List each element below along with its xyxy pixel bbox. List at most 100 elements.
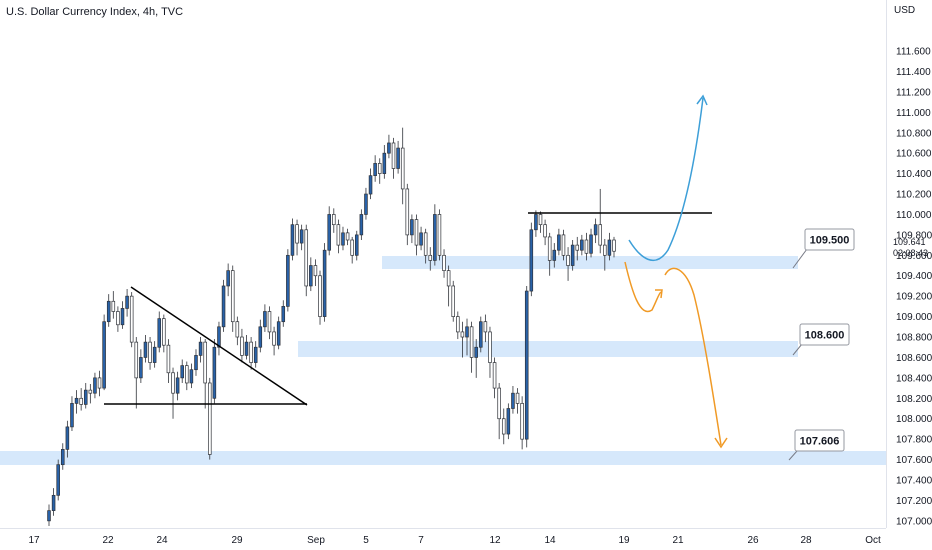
candle-bullish — [286, 254, 290, 307]
y-tick-label: 108.000 — [896, 414, 932, 425]
y-tick-label: 110.800 — [896, 128, 932, 139]
level-label-107-606: 107.606 — [788, 429, 845, 461]
candle-bearish — [492, 362, 497, 389]
candle-bearish — [456, 316, 460, 333]
candle-bullish — [479, 321, 483, 348]
candle-bearish — [543, 224, 547, 238]
level-label-109-500: 109.500 — [792, 228, 855, 269]
candle-bearish — [318, 275, 322, 317]
bearish-projection-arrow — [664, 267, 722, 446]
level-value-109-500: 109.500 — [810, 235, 850, 247]
y-tick-label: 110.200 — [896, 190, 932, 201]
x-tick-label: 12 — [489, 535, 501, 546]
candle-bullish — [276, 321, 281, 346]
y-tick-label: 107.400 — [896, 476, 932, 487]
candle-bullish — [93, 377, 97, 394]
candle-bullish — [607, 239, 612, 256]
candle-bullish — [474, 346, 478, 358]
candle-bearish — [603, 244, 607, 256]
y-tick-label: 109.400 — [896, 271, 932, 282]
candle-bearish — [405, 188, 410, 236]
candle-bullish — [529, 229, 534, 292]
zone-107-606 — [0, 451, 886, 465]
candle-bearish — [79, 397, 83, 405]
candle-bearish — [345, 232, 350, 241]
candle-bullish — [221, 285, 226, 328]
candle-bearish — [414, 219, 419, 246]
candle-bearish — [428, 254, 433, 261]
y-tick-label: 108.800 — [896, 333, 932, 344]
candle-bullish — [258, 326, 263, 348]
candle-bullish — [382, 152, 387, 174]
y-tick-label: 111.000 — [896, 108, 931, 119]
candle-bearish — [497, 387, 501, 420]
price-axis[interactable]: 107.000 107.200 107.400 107.600 107.800 108.0… — [896, 47, 932, 528]
candle-bearish — [469, 326, 474, 358]
candle-bullish — [106, 300, 111, 323]
candle-bullish — [263, 311, 267, 328]
candle-bullish — [552, 249, 557, 261]
candle-bearish — [400, 147, 405, 190]
candle-bullish — [102, 321, 106, 389]
candle-bearish — [97, 377, 102, 389]
candle-bearish — [332, 214, 336, 226]
x-tick-label: 7 — [418, 535, 424, 546]
retest-arrow-head — [655, 289, 663, 299]
candle-bullish — [281, 306, 286, 323]
candle-bullish — [534, 214, 538, 231]
candle-bearish — [171, 372, 175, 394]
candle-bearish — [313, 265, 318, 277]
y-tick-label: 110.000 — [896, 210, 932, 221]
bearish-arrow-head — [714, 437, 728, 449]
candle-bullish — [180, 365, 184, 379]
candle-bullish — [309, 265, 313, 287]
candle-bullish — [511, 392, 515, 409]
candle-bullish — [120, 308, 125, 326]
x-tick-label: Oct — [865, 535, 881, 546]
candle-bullish — [364, 193, 368, 215]
candle-bullish — [465, 326, 469, 338]
candle-bearish — [442, 254, 446, 271]
candle-bullish — [524, 290, 529, 440]
candle-bearish — [612, 239, 616, 252]
candle-bearish — [584, 239, 589, 254]
candle-bullish — [198, 341, 203, 356]
level-value-108-600: 108.600 — [805, 330, 845, 342]
y-tick-label: 111.200 — [896, 87, 931, 98]
candle-bearish — [134, 341, 139, 379]
candle-bullish — [327, 214, 331, 251]
x-tick-label: 5 — [363, 535, 369, 546]
retest-projection-arrow — [624, 261, 662, 313]
candle-bearish — [575, 244, 580, 251]
candle-bullish — [410, 219, 414, 236]
candle-bullish — [580, 239, 584, 251]
candle-bullish — [51, 494, 56, 511]
candle-bullish — [299, 229, 304, 244]
time-axis[interactable]: 17 22 24 29 Sep 5 7 12 14 19 21 26 28 Oct — [28, 535, 881, 546]
candle-bearish — [566, 254, 570, 266]
x-tick-label: 26 — [747, 535, 759, 546]
candle-bullish — [189, 369, 194, 384]
y-tick-label: 107.000 — [896, 516, 932, 527]
candle-bullish — [341, 232, 345, 246]
candle-bearish — [561, 234, 566, 256]
candle-bearish — [235, 321, 240, 338]
candle-bullish — [125, 295, 129, 309]
candle-bullish — [396, 147, 400, 169]
support-resistance-zones — [0, 256, 886, 465]
candle-bullish — [354, 234, 359, 256]
candle-bearish — [451, 285, 456, 317]
candle-bullish — [368, 175, 373, 195]
candle-bearish — [304, 229, 309, 287]
candle-bullish — [244, 341, 249, 356]
candle-bearish — [111, 300, 116, 312]
projection-arrows — [624, 94, 728, 449]
candle-bearish — [230, 270, 235, 323]
candle-bearish — [207, 382, 212, 455]
candle-bullish — [557, 234, 561, 251]
x-tick-label: 17 — [28, 535, 40, 546]
candle-bearish — [520, 403, 524, 440]
currency-label: USD — [894, 5, 915, 16]
triangle-upper-trendline — [130, 286, 308, 406]
